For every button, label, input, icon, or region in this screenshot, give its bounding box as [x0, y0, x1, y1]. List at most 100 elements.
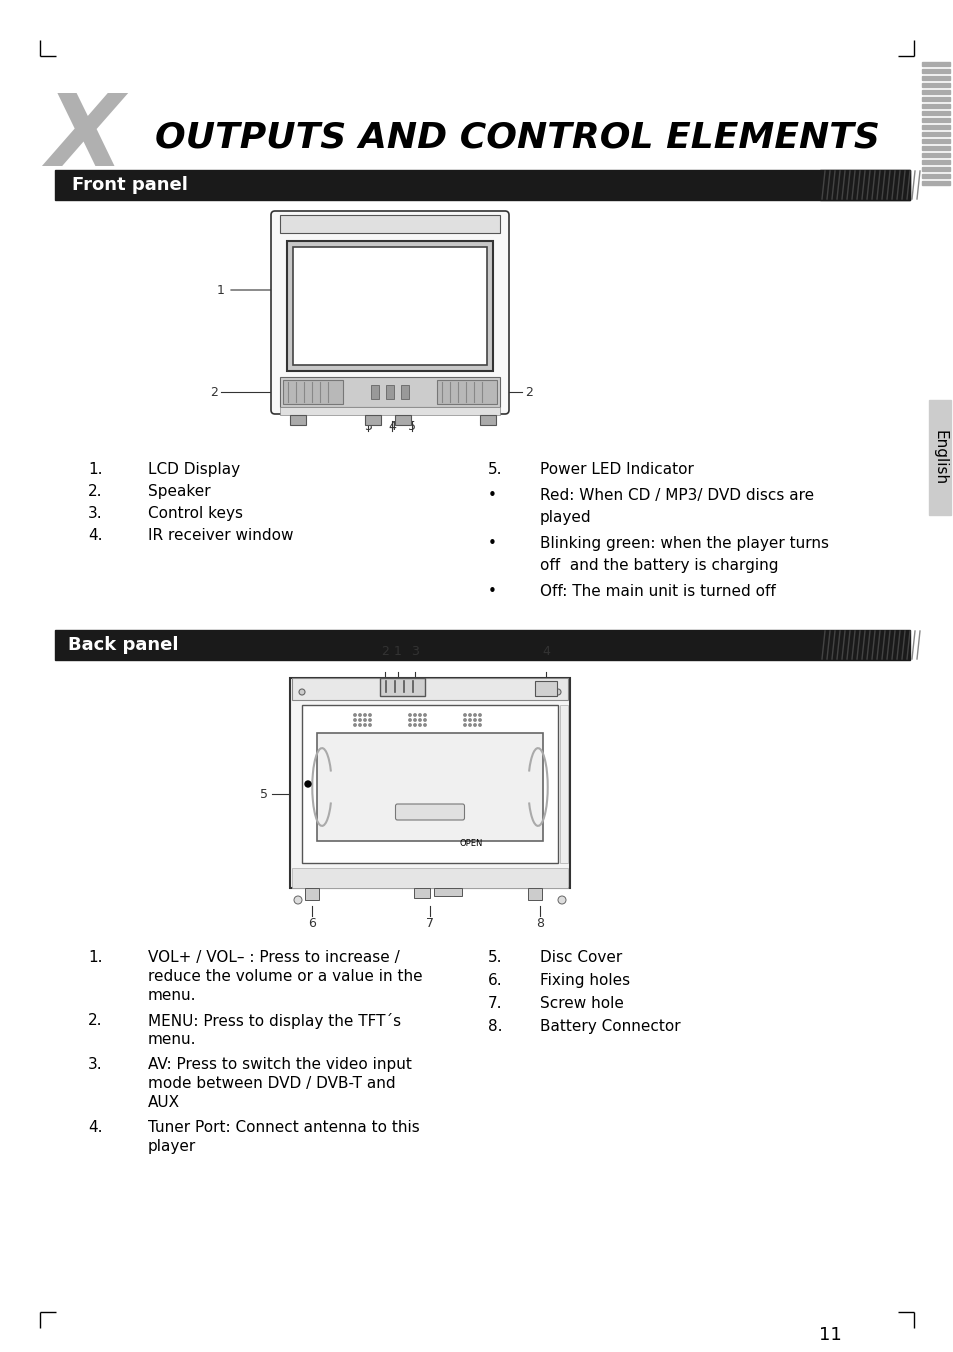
Bar [280, 407, 499, 415]
FancyBboxPatch shape [271, 211, 509, 414]
Text: Screw hole: Screw hole [539, 996, 623, 1011]
Bar [820, 170, 909, 200]
Text: Battery Connector: Battery Connector [539, 1019, 679, 1034]
Circle shape [354, 714, 355, 717]
Circle shape [409, 719, 411, 721]
Bar [293, 247, 486, 365]
Bar [921, 139, 949, 143]
Circle shape [418, 714, 421, 717]
Text: 3: 3 [364, 420, 372, 433]
Bar [305, 888, 318, 900]
Bar [283, 380, 343, 404]
Bar [921, 174, 949, 178]
Text: 1.: 1. [88, 462, 102, 477]
Bar [921, 132, 949, 137]
Bar [287, 241, 493, 370]
Bar [55, 630, 909, 660]
Circle shape [468, 723, 471, 726]
Circle shape [358, 723, 361, 726]
Text: 5: 5 [408, 420, 416, 433]
Circle shape [358, 714, 361, 717]
Circle shape [414, 723, 416, 726]
Text: 2.: 2. [88, 1013, 102, 1028]
Bar [436, 380, 497, 404]
Text: 4.: 4. [88, 1119, 102, 1134]
Circle shape [414, 714, 416, 717]
Bar [280, 377, 499, 407]
Circle shape [478, 723, 480, 726]
Circle shape [423, 723, 426, 726]
Circle shape [358, 719, 361, 721]
Circle shape [463, 714, 466, 717]
Bar [921, 97, 949, 101]
Text: AV: Press to switch the video input: AV: Press to switch the video input [148, 1057, 412, 1072]
Circle shape [363, 714, 366, 717]
Text: Red: When CD / MP3/ DVD discs are: Red: When CD / MP3/ DVD discs are [539, 488, 813, 503]
Text: AUX: AUX [148, 1095, 180, 1110]
Text: 4: 4 [541, 645, 549, 658]
Bar [365, 415, 380, 425]
FancyBboxPatch shape [395, 804, 464, 821]
Text: X: X [47, 89, 124, 187]
Bar [527, 888, 541, 900]
Bar [921, 118, 949, 122]
Circle shape [354, 723, 355, 726]
Text: 7: 7 [426, 917, 434, 930]
Bar [921, 146, 949, 150]
Text: menu.: menu. [148, 988, 196, 1003]
Text: 2: 2 [380, 645, 389, 658]
Text: 4.: 4. [88, 529, 102, 544]
Text: Control keys: Control keys [148, 506, 243, 521]
Circle shape [478, 714, 480, 717]
Bar [302, 704, 558, 863]
Bar [395, 415, 411, 425]
Bar [292, 677, 567, 700]
Circle shape [474, 719, 476, 721]
Text: VOL+ / VOL– : Press to increase /: VOL+ / VOL– : Press to increase / [148, 950, 399, 965]
Circle shape [423, 714, 426, 717]
Text: 2.: 2. [88, 484, 102, 499]
Text: 3.: 3. [88, 506, 103, 521]
Circle shape [305, 781, 311, 787]
Bar [921, 153, 949, 157]
Bar [921, 76, 949, 80]
Text: OUTPUTS AND CONTROL ELEMENTS: OUTPUTS AND CONTROL ELEMENTS [154, 120, 879, 155]
Circle shape [463, 719, 466, 721]
Bar [371, 385, 378, 399]
Circle shape [363, 719, 366, 721]
Text: 6: 6 [308, 917, 315, 930]
Bar [535, 681, 557, 696]
Text: menu.: menu. [148, 1032, 196, 1046]
Circle shape [558, 896, 565, 904]
Text: Power LED Indicator: Power LED Indicator [539, 462, 693, 477]
Bar [386, 385, 394, 399]
Bar [559, 704, 567, 863]
Text: 3: 3 [411, 645, 418, 658]
Text: •: • [488, 488, 497, 503]
Circle shape [423, 719, 426, 721]
Bar [921, 111, 949, 115]
Text: played: played [539, 510, 591, 525]
Text: English: English [931, 430, 946, 485]
Text: 8: 8 [536, 917, 543, 930]
Bar [55, 170, 909, 200]
Text: Front panel: Front panel [71, 176, 188, 193]
Circle shape [369, 714, 371, 717]
Bar [296, 251, 482, 361]
Text: Disc Cover: Disc Cover [539, 950, 621, 965]
Text: •: • [488, 535, 497, 552]
Text: •: • [488, 584, 497, 599]
Text: 7.: 7. [488, 996, 502, 1011]
Bar [400, 385, 409, 399]
Text: 1.: 1. [88, 950, 102, 965]
Circle shape [418, 723, 421, 726]
Circle shape [369, 719, 371, 721]
Text: Fixing holes: Fixing holes [539, 973, 630, 988]
Text: MENU: Press to display the TFT´s: MENU: Press to display the TFT´s [148, 1013, 400, 1029]
Circle shape [418, 719, 421, 721]
Bar [921, 91, 949, 95]
Circle shape [555, 690, 560, 695]
Circle shape [474, 714, 476, 717]
Circle shape [298, 690, 305, 695]
Bar [921, 62, 949, 66]
